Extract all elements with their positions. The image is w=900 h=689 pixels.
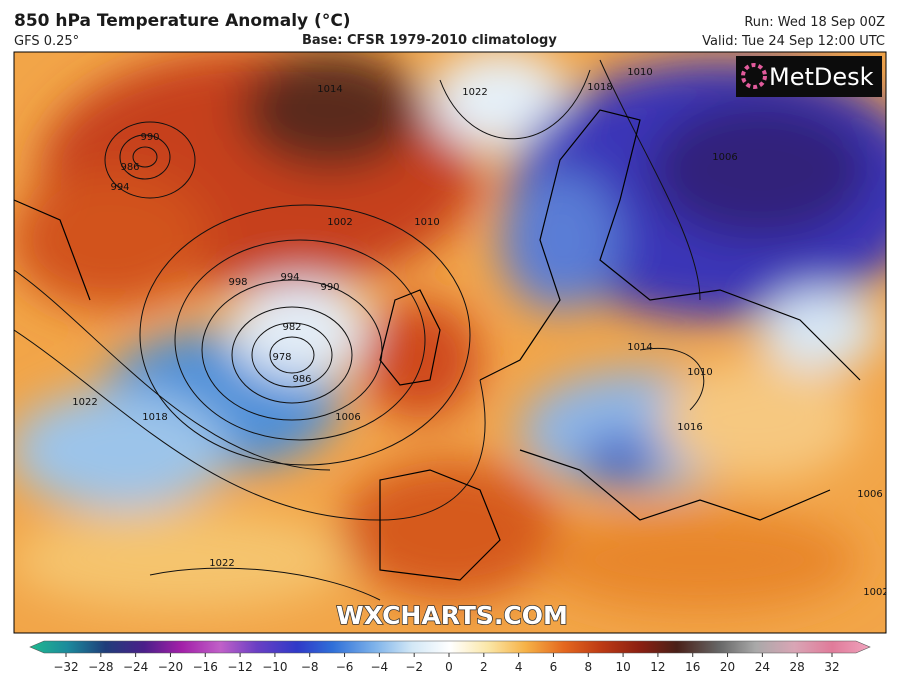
contour-label: 1022 — [209, 558, 234, 569]
contour-label: 1022 — [72, 397, 97, 408]
colorbar-label: −8 — [301, 660, 319, 674]
colorbar-label: −4 — [371, 660, 389, 674]
run: Run: Wed 18 Sep 00Z — [744, 15, 885, 30]
colorbar-label: −24 — [123, 660, 148, 674]
colorbar-label: 0 — [445, 660, 453, 674]
colorbar-label: 8 — [584, 660, 592, 674]
valid-label: Valid: — [702, 34, 738, 49]
contour-label: 994 — [280, 272, 299, 283]
colorbar-label: −6 — [336, 660, 354, 674]
contour-label: 1010 — [414, 217, 439, 228]
valid-time: Tue 24 Sep 12:00 UTC — [741, 34, 885, 49]
title: 850 hPa Temperature Anomaly (°C) — [14, 11, 351, 31]
contour-label: 1018 — [142, 412, 167, 423]
contour-label: 994 — [110, 182, 129, 193]
map-frame — [13, 51, 887, 634]
contour-label: 986 — [292, 374, 311, 385]
contour-label: 1002 — [863, 587, 888, 598]
colorbar-label: 24 — [755, 660, 770, 674]
contour-label: 1006 — [712, 152, 737, 163]
colorbar-label: 6 — [550, 660, 558, 674]
colorbar-label: −16 — [193, 660, 218, 674]
isobars — [14, 59, 705, 601]
colorbar-label: −28 — [88, 660, 113, 674]
colorbar — [29, 640, 871, 654]
contour-label: 990 — [320, 282, 339, 293]
model: GFS 0.25° — [14, 34, 79, 49]
colorbar-label: 20 — [720, 660, 735, 674]
contour-label: 1006 — [857, 489, 882, 500]
colorbar-label: 10 — [615, 660, 630, 674]
watermark: WXCHARTS.COM — [336, 601, 568, 630]
logo: MetDesk — [769, 63, 874, 91]
logo-icon — [741, 63, 767, 89]
colorbar-label: −32 — [53, 660, 78, 674]
contour-label: 1010 — [627, 67, 652, 78]
contour-label: 1002 — [327, 217, 352, 228]
colorbar-label: 12 — [650, 660, 665, 674]
valid: Valid: Tue 24 Sep 12:00 UTC — [702, 34, 885, 49]
colorbar-label: 16 — [685, 660, 700, 674]
colorbar-label: 28 — [790, 660, 805, 674]
contour-label: 990 — [140, 132, 159, 143]
contour-label: 982 — [282, 322, 301, 333]
colorbar-label: −10 — [262, 660, 287, 674]
colorbar-label: −2 — [405, 660, 423, 674]
colorbar-label: −12 — [227, 660, 252, 674]
contour-label: 1018 — [587, 82, 612, 93]
contour-label: 1006 — [335, 412, 360, 423]
contour-label: 1010 — [687, 367, 712, 378]
contour-label: 978 — [272, 352, 291, 363]
coastlines — [14, 109, 861, 581]
contour-label: 1016 — [677, 422, 702, 433]
contour-label: 986 — [120, 162, 139, 173]
colorbar-label: 4 — [515, 660, 523, 674]
logo-box — [736, 56, 882, 97]
base: Base: CFSR 1979-2010 climatology — [302, 33, 557, 48]
contour-label: 1022 — [462, 87, 487, 98]
contour-label: 998 — [228, 277, 247, 288]
contour-label: 1014 — [627, 342, 652, 353]
colorbar-label: 32 — [824, 660, 839, 674]
colorbar-label: 2 — [480, 660, 488, 674]
colorbar-label: −20 — [158, 660, 183, 674]
contour-label: 1014 — [317, 84, 342, 95]
